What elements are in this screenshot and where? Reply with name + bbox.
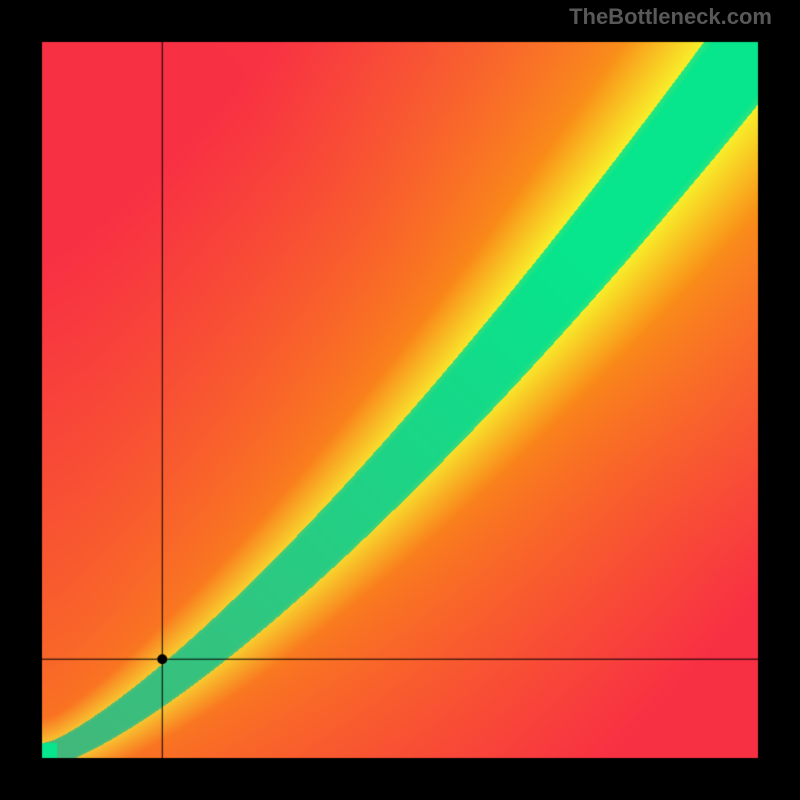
watermark-label: TheBottleneck.com (569, 4, 772, 30)
chart-container: TheBottleneck.com (0, 0, 800, 800)
bottleneck-heatmap (0, 0, 800, 800)
